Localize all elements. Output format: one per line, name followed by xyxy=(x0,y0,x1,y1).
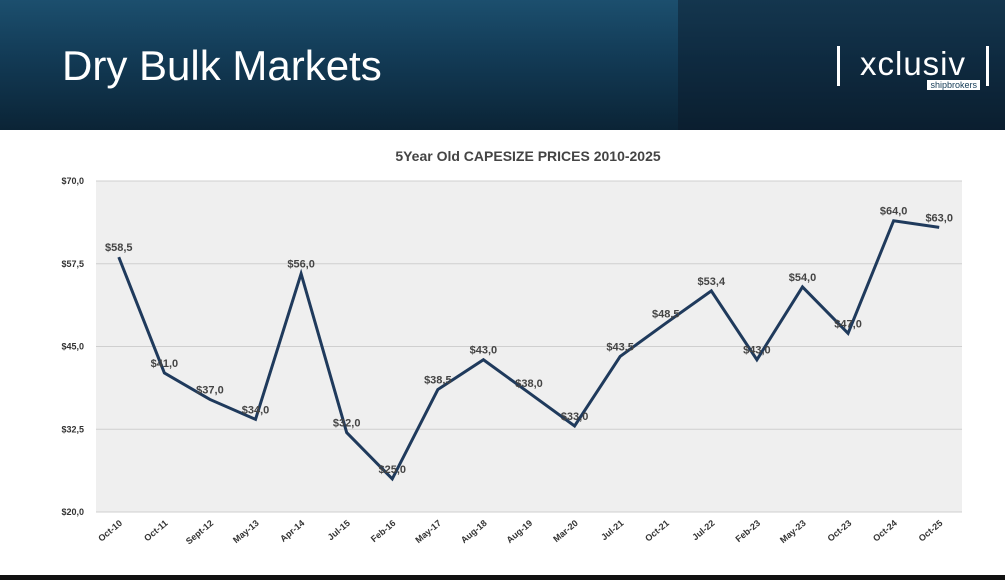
data-label: $43,0 xyxy=(743,345,771,357)
x-tick-label: May-13 xyxy=(231,518,261,545)
x-tick-label: Oct-21 xyxy=(643,518,671,544)
y-tick-label: $20,0 xyxy=(61,507,84,517)
x-tick-label: Jul-21 xyxy=(599,518,625,542)
data-label: $38,0 xyxy=(515,378,543,390)
data-label: $56,0 xyxy=(287,259,315,271)
x-tick-label: May-17 xyxy=(413,518,443,545)
x-tick-label: Oct-24 xyxy=(871,518,899,544)
x-tick-label: Aug-19 xyxy=(504,518,534,545)
logo: xclusiv shipbrokers xyxy=(837,45,989,90)
x-tick-label: Oct-10 xyxy=(96,518,124,544)
data-label: $25,0 xyxy=(378,464,406,476)
y-tick-label: $70,0 xyxy=(61,176,84,186)
x-tick-label: Jul-15 xyxy=(326,518,352,542)
y-tick-label: $57,5 xyxy=(61,259,84,269)
data-label: $54,0 xyxy=(789,272,817,284)
chart: 5Year Old CAPESIZE PRICES 2010-2025 $20,… xyxy=(61,148,962,547)
x-tick-label: Oct-23 xyxy=(825,518,853,544)
data-label: $38,5 xyxy=(424,375,452,387)
x-tick-label: Mar-20 xyxy=(551,518,580,544)
x-tick-label: Feb-16 xyxy=(369,518,398,544)
logo-text: xclusiv xyxy=(859,45,967,82)
data-label: $48,5 xyxy=(652,308,680,320)
data-line xyxy=(117,219,940,482)
x-tick-label: Oct-11 xyxy=(142,518,170,543)
slide-title: Dry Bulk Markets xyxy=(62,42,382,89)
data-label: $58,5 xyxy=(105,242,133,254)
chart-title: 5Year Old CAPESIZE PRICES 2010-2025 xyxy=(395,148,661,164)
data-label: $43,0 xyxy=(470,345,498,357)
x-tick-label: May-23 xyxy=(778,518,808,545)
y-tick-label: $45,0 xyxy=(61,342,84,352)
footer-bar xyxy=(0,575,1005,580)
x-tick-label: Oct-25 xyxy=(917,518,945,544)
data-label: $47,0 xyxy=(834,318,862,330)
data-label: $32,0 xyxy=(333,418,361,430)
data-label: $41,0 xyxy=(151,358,179,370)
data-label: $63,0 xyxy=(925,212,953,224)
data-label: $43,5 xyxy=(606,341,634,353)
data-label: $37,0 xyxy=(196,384,224,396)
data-label: $53,4 xyxy=(698,276,726,288)
x-tick-label: Jul-22 xyxy=(690,518,716,542)
x-tick-label: Sept-12 xyxy=(184,518,215,547)
data-label: $33,0 xyxy=(561,411,589,423)
x-tick-label: Aug-18 xyxy=(459,518,489,545)
x-tick-label: Feb-23 xyxy=(734,518,763,544)
header-panel xyxy=(678,0,1005,130)
data-label: $64,0 xyxy=(880,206,908,218)
y-tick-label: $32,5 xyxy=(61,424,84,434)
data-label: $34,0 xyxy=(242,404,270,416)
x-tick-label: Apr-14 xyxy=(278,518,306,544)
logo-subtext: shipbrokers xyxy=(927,80,980,90)
